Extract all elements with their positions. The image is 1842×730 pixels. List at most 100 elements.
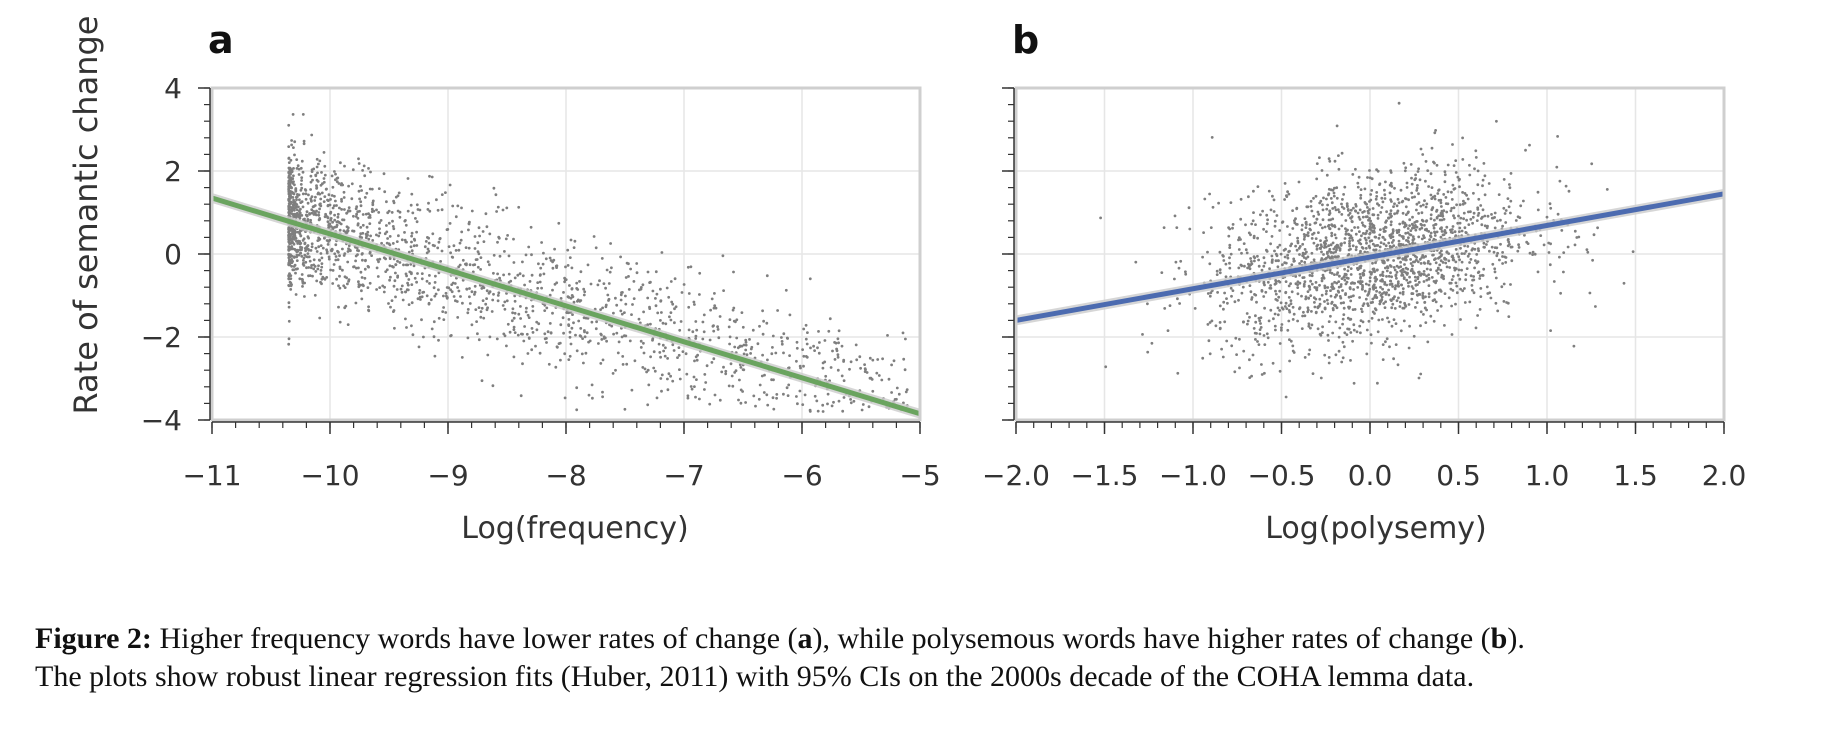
scatter-point bbox=[607, 282, 611, 285]
scatter-point bbox=[287, 211, 291, 214]
scatter-point bbox=[357, 162, 361, 165]
scatter-point bbox=[659, 287, 662, 291]
scatter-point bbox=[665, 286, 669, 290]
scatter-point bbox=[496, 205, 500, 209]
scatter-point bbox=[361, 169, 364, 172]
scatter-point bbox=[386, 237, 389, 240]
scatter-point bbox=[1485, 243, 1488, 246]
scatter-point bbox=[1344, 227, 1347, 231]
scatter-point bbox=[1389, 215, 1393, 219]
scatter-point bbox=[1289, 299, 1293, 302]
scatter-point bbox=[1363, 289, 1367, 293]
scatter-point bbox=[1455, 284, 1459, 288]
scatter-point bbox=[1423, 223, 1426, 227]
scatter-point bbox=[716, 328, 720, 331]
scatter-point bbox=[302, 218, 305, 221]
scatter-point bbox=[727, 384, 731, 388]
scatter-point bbox=[1307, 352, 1311, 356]
scatter-point bbox=[1249, 233, 1252, 237]
scatter-point bbox=[363, 267, 367, 271]
scatter-point bbox=[1286, 256, 1290, 260]
scatter-point bbox=[702, 313, 706, 317]
scatter-point bbox=[1429, 172, 1433, 176]
scatter-point bbox=[748, 338, 751, 341]
scatter-point bbox=[298, 277, 302, 281]
scatter-point bbox=[821, 403, 825, 407]
caption-text-3: ). bbox=[1507, 622, 1525, 655]
scatter-point bbox=[571, 295, 575, 299]
scatter-point bbox=[837, 329, 841, 333]
scatter-point bbox=[1201, 356, 1205, 360]
scatter-point bbox=[410, 240, 413, 244]
scatter-point bbox=[498, 254, 502, 258]
scatter-point bbox=[765, 321, 769, 325]
scatter-point bbox=[571, 313, 574, 316]
scatter-point bbox=[1262, 264, 1266, 268]
scatter-point bbox=[473, 247, 477, 250]
y-tick-label: 2 bbox=[164, 155, 182, 188]
scatter-point bbox=[1358, 296, 1361, 299]
scatter-point bbox=[1342, 301, 1345, 305]
scatter-point bbox=[461, 301, 464, 305]
scatter-point bbox=[1425, 278, 1429, 282]
scatter-point bbox=[1339, 244, 1343, 247]
scatter-point bbox=[1408, 233, 1412, 236]
scatter-point bbox=[624, 294, 627, 298]
scatter-point bbox=[597, 342, 600, 345]
scatter-point bbox=[370, 254, 373, 257]
scatter-point bbox=[325, 248, 328, 252]
scatter-point bbox=[1369, 301, 1373, 304]
scatter-point bbox=[346, 226, 350, 230]
scatter-point bbox=[1333, 159, 1337, 163]
scatter-point bbox=[331, 220, 334, 224]
scatter-point bbox=[1300, 294, 1303, 298]
scatter-point bbox=[836, 353, 840, 357]
scatter-point bbox=[817, 330, 820, 333]
scatter-point bbox=[1332, 194, 1336, 198]
scatter-point bbox=[1346, 269, 1350, 273]
scatter-point bbox=[1255, 300, 1258, 304]
scatter-point bbox=[601, 395, 604, 399]
scatter-point bbox=[1281, 263, 1284, 267]
scatter-point bbox=[1452, 187, 1456, 191]
scatter-point bbox=[742, 343, 746, 347]
scatter-point bbox=[1401, 235, 1405, 239]
scatter-point bbox=[1371, 285, 1375, 289]
scatter-point bbox=[1376, 217, 1380, 220]
scatter-point bbox=[404, 223, 408, 227]
scatter-point bbox=[1225, 339, 1229, 343]
scatter-point bbox=[619, 298, 623, 302]
scatter-point bbox=[302, 259, 305, 262]
scatter-point bbox=[1516, 249, 1520, 253]
scatter-point bbox=[1482, 245, 1486, 249]
scatter-point bbox=[442, 318, 446, 321]
scatter-point bbox=[377, 211, 381, 214]
scatter-point bbox=[1622, 281, 1626, 285]
scatter-point bbox=[1503, 255, 1507, 259]
scatter-point bbox=[1451, 289, 1455, 292]
scatter-point bbox=[362, 164, 366, 168]
scatter-point bbox=[513, 299, 517, 303]
scatter-point bbox=[1419, 147, 1423, 151]
scatter-point bbox=[325, 276, 329, 279]
scatter-point bbox=[1460, 260, 1464, 264]
scatter-point bbox=[465, 263, 468, 267]
scatter-point bbox=[666, 377, 669, 381]
scatter-point bbox=[689, 385, 693, 388]
scatter-point bbox=[881, 357, 884, 361]
scatter-point bbox=[704, 381, 708, 384]
scatter-point bbox=[1367, 283, 1371, 287]
scatter-point bbox=[1342, 313, 1346, 316]
scatter-point bbox=[300, 159, 304, 163]
scatter-point bbox=[610, 324, 614, 328]
scatter-point bbox=[1326, 333, 1330, 337]
scatter-point bbox=[1308, 288, 1312, 291]
scatter-point bbox=[1343, 267, 1346, 271]
scatter-point bbox=[1566, 245, 1570, 249]
scatter-point bbox=[1246, 322, 1249, 326]
scatter-point bbox=[297, 205, 300, 209]
scatter-point bbox=[1218, 304, 1222, 308]
scatter-point bbox=[1265, 213, 1269, 217]
scatter-point bbox=[1364, 246, 1368, 250]
scatter-point bbox=[835, 349, 839, 353]
